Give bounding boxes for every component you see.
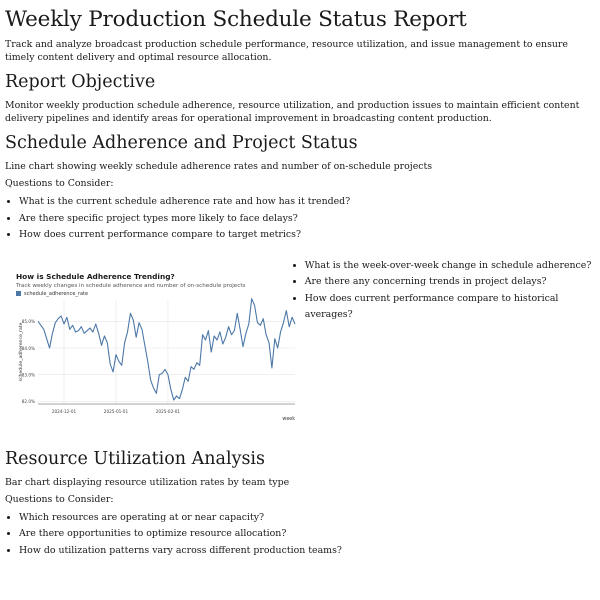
objective-text: Monitor weekly production schedule adher… <box>5 100 580 124</box>
legend-swatch <box>16 291 21 296</box>
list-item: Are there specific project types more li… <box>19 211 595 228</box>
list-item: What is the current schedule adherence r… <box>19 194 595 211</box>
report-page: Weekly Production Schedule Status Report… <box>0 0 600 559</box>
list-item: Are there opportunities to optimize reso… <box>19 526 595 543</box>
chart-subtitle: Track weekly changes in schedule adheren… <box>16 282 246 289</box>
y-axis-label: schedule_adherence_rate <box>18 322 24 381</box>
adherence-chart: How is Schedule Adherence Trending? Trac… <box>5 264 296 424</box>
list-item: What is the week-over-week change in sch… <box>305 258 595 275</box>
y-tick-label: 85.0% <box>22 319 35 324</box>
adherence-description: Line chart showing weekly schedule adher… <box>5 161 433 172</box>
y-tick-label: 82.0% <box>22 399 35 404</box>
y-tick-label: 84.0% <box>22 345 35 350</box>
legend-label: schedule_adherence_rate <box>24 290 89 297</box>
list-item: How do utilization patterns vary across … <box>19 543 595 560</box>
chart-row: How is Schedule Adherence Trending? Trac… <box>5 260 595 426</box>
list-item: How does current performance compare to … <box>19 227 595 244</box>
chart-legend: schedule_adherence_rate <box>16 291 88 297</box>
adherence-questions-list: What is the current schedule adherence r… <box>5 194 595 244</box>
x-tick-label: 2024-12-01 <box>52 409 77 414</box>
report-title: Weekly Production Schedule Status Report <box>5 7 467 32</box>
list-item: How does current performance compare to … <box>305 291 595 324</box>
chart-title: How is Schedule Adherence Trending? <box>16 271 175 281</box>
chart-plot: 82.0% 83.0% 84.0% 85.0% 2024-12-01 2025-01-01… <box>18 297 296 422</box>
adherence-questions-label: Questions to Consider: <box>5 178 114 189</box>
series-line-schedule-adherence-rate <box>37 297 296 401</box>
resource-heading: Resource Utilization Analysis <box>5 448 266 469</box>
resource-questions-list: Which resources are operating at or near… <box>5 510 595 560</box>
y-tick-label: 83.0% <box>22 372 35 377</box>
adherence-heading: Schedule Adherence and Project Status <box>5 133 358 153</box>
side-questions-list: What is the week-over-week change in sch… <box>291 258 595 324</box>
x-axis-label: week <box>282 416 295 422</box>
x-tick-label: 2025-02-01 <box>156 409 181 414</box>
resource-description: Bar chart displaying resource utilizatio… <box>5 476 290 488</box>
list-item: Are there any concerning trends in proje… <box>305 274 595 291</box>
resource-section: Resource Utilization Analysis Bar chart … <box>5 449 595 560</box>
resource-questions-label: Questions to Consider: <box>5 493 114 505</box>
report-intro: Track and analyze broadcast production s… <box>5 39 568 63</box>
list-item: Which resources are operating at or near… <box>19 510 595 527</box>
x-tick-label: 2025-01-01 <box>104 409 129 414</box>
objective-heading: Report Objective <box>5 72 156 92</box>
side-questions: What is the week-over-week change in sch… <box>287 254 595 324</box>
